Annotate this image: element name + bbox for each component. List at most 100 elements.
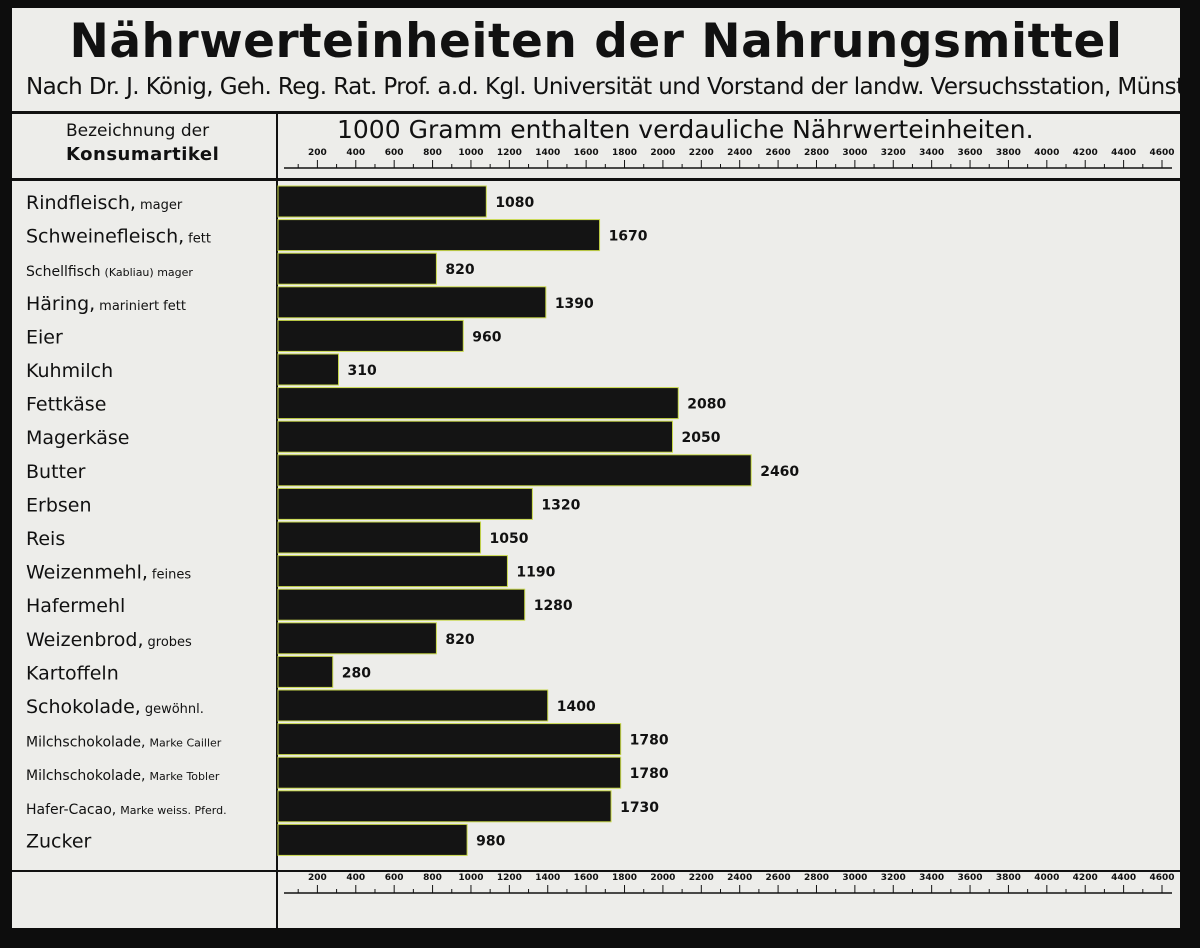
category-label: Hafer-Cacao, Marke weiss. Pferd. [26,802,227,818]
bar [277,487,533,520]
x-tick-label-top: 800 [423,148,442,158]
category-qualifier: Marke Tobler [149,770,219,783]
value-label: 1080 [495,195,534,211]
column-divider [276,111,278,928]
x-tick-label-bottom: 3200 [881,873,906,883]
x-tick-label-bottom: 2400 [727,873,752,883]
value-label: 1400 [557,699,596,715]
bar [277,655,334,688]
x-tick-label-bottom: 4400 [1111,873,1136,883]
category-label: Schokolade, gewöhnl. [26,696,204,718]
category-qualifier: fett [188,232,211,247]
bar [277,319,464,352]
bar [277,454,752,487]
x-tick-label-bottom: 2800 [804,873,829,883]
category-main: Fettkäse [26,394,106,416]
x-tick-label-top: 2400 [727,148,752,158]
x-tick-label-top: 1000 [458,148,483,158]
category-label: Fettkäse [26,394,106,416]
bar [277,353,340,386]
category-qualifier: Marke weiss. Pferd. [120,804,226,817]
category-qualifier: mariniert fett [99,299,186,314]
x-tick-label-bottom: 600 [385,873,404,883]
x-tick-label-top: 4000 [1034,148,1059,158]
x-tick-label-top: 200 [308,148,327,158]
category-main: Rindfleisch, [26,192,136,214]
category-main: Schweinefleisch, [26,226,184,248]
category-qualifier: mager [140,198,183,213]
category-main: Milchschokolade, [26,768,145,784]
value-label: 2050 [682,430,721,446]
category-main: Eier [26,326,63,348]
x-tick-label-bottom: 200 [308,873,327,883]
x-tick-label-top: 2200 [689,148,714,158]
x-tick-label-top: 2600 [766,148,791,158]
category-main: Kuhmilch [26,360,113,382]
category-main: Zucker [26,830,92,852]
x-tick-label-top: 2800 [804,148,829,158]
bar [277,756,622,789]
category-main: Häring, [26,293,95,315]
x-tick-label-top: 3200 [881,148,906,158]
x-tick-label-top: 1200 [497,148,522,158]
header-top-rule [12,111,1180,114]
value-label: 980 [476,833,505,849]
category-label: Reis [26,528,65,550]
category-qualifier: Marke Cailler [149,737,221,750]
category-main: Weizenmehl, [26,562,148,584]
x-tick-label-bottom: 1200 [497,873,522,883]
x-tick-label-top: 4200 [1073,148,1098,158]
x-tick-label-bottom: 4200 [1073,873,1098,883]
value-label: 310 [348,363,377,379]
header-bottom-rule [12,178,1180,181]
bar [277,185,487,218]
value-label: 2460 [760,464,799,480]
category-label: Schweinefleisch, fett [26,226,211,248]
category-main: Kartoffeln [26,662,119,684]
lantern-slide: Nährwerteinheiten der Nahrungsmittel Nac… [12,8,1180,928]
category-label: Eier [26,326,63,348]
category-label: Weizenbrod, grobes [26,629,192,651]
value-label: 1780 [630,733,669,749]
value-label: 1670 [609,229,648,245]
bar [277,387,679,420]
x-tick-label-bottom: 4000 [1034,873,1059,883]
category-main: Schellfisch [26,264,101,280]
category-qualifier: gewöhnl. [145,702,204,717]
bar-chart: 200 400 600 800 1000 1200 1400 1600 1800 2000 2200… [26,148,1175,894]
bar [277,420,674,453]
bar [277,622,437,655]
x-tick-label-top: 3800 [996,148,1021,158]
bar [277,689,549,722]
category-label: Milchschokolade, Marke Cailler [26,735,222,751]
x-tick-label-bottom: 3600 [958,873,983,883]
x-tick-label-top: 3600 [958,148,983,158]
x-tick-label-top: 400 [346,148,365,158]
x-tick-label-top: 1800 [612,148,637,158]
category-qualifier: (Kabliau) mager [105,266,194,279]
value-label: 1190 [516,565,555,581]
x-tick-label-bottom: 4600 [1149,873,1174,883]
bar [277,823,468,856]
value-label: 820 [445,632,474,648]
bar [277,252,437,285]
category-main: Milchschokolade, [26,735,145,751]
x-tick-label-bottom: 1800 [612,873,637,883]
category-label: Hafermehl [26,595,125,617]
category-label: Milchschokolade, Marke Tobler [26,768,220,784]
x-tick-label-top: 4400 [1111,148,1136,158]
category-main: Magerkäse [26,427,130,449]
value-label: 1050 [490,531,529,547]
x-tick-label-top: 600 [385,148,404,158]
category-qualifier: feines [152,568,191,583]
category-label: Kuhmilch [26,360,113,382]
x-tick-label-bottom: 2200 [689,873,714,883]
category-header-line1: Bezeichnung der [66,121,210,141]
category-label: Zucker [26,830,92,852]
chart-title: Nährwerteinheiten der Nahrungsmittel [69,14,1123,69]
category-main: Schokolade, [26,696,141,718]
x-tick-label-top: 3000 [842,148,867,158]
category-main: Reis [26,528,65,550]
value-label: 1320 [541,497,580,513]
x-axis-title: 1000 Gramm enthalten verdauliche Nährwer… [337,115,1034,144]
